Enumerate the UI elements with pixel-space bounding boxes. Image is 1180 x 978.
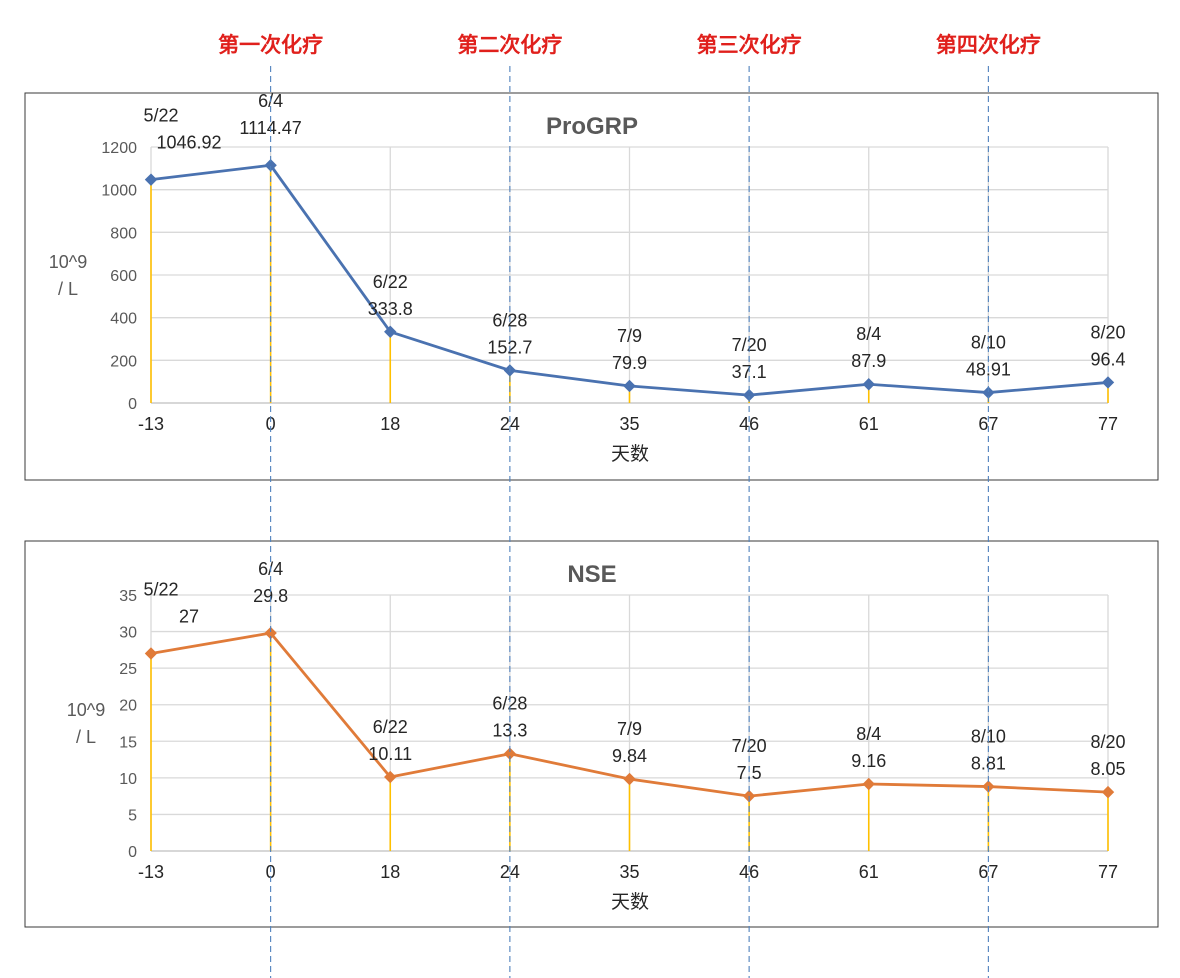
nse-date-label: 8/4 [856,724,881,744]
progrp-ytick-label: 1200 [101,140,137,157]
progrp-date-label: 8/4 [856,324,881,344]
nse-ylabel: 10^9 [67,700,105,720]
progrp-date-label: 8/10 [971,333,1006,353]
progrp-xtick-label: 0 [266,414,276,434]
progrp-ylabel: / L [58,279,78,299]
progrp-value-label: 333.8 [368,299,413,319]
progrp-xtick-label: 46 [739,414,759,434]
progrp-xtick-label: -13 [138,414,164,434]
progrp-value-label: 79.9 [612,353,647,373]
nse-value-label: 8.81 [971,754,1006,774]
nse-xtick-label: 18 [380,862,400,882]
nse-ytick-label: 5 [128,807,137,824]
nse-value-label: 7.5 [737,763,762,783]
progrp-value-label: 1046.92 [156,133,221,153]
nse-value-label: 8.05 [1090,759,1125,779]
progrp-date-label: 6/22 [373,272,408,292]
progrp-xlabel: 天数 [611,443,649,465]
nse-value-label: 9.84 [612,746,647,766]
progrp-point [384,325,397,338]
nse-ytick-label: 10 [119,771,137,788]
progrp-ytick-label: 200 [110,353,137,370]
nse-panel-frame [24,540,1159,928]
nse-date-label: 5/22 [143,580,178,600]
progrp-ytick-label: 1000 [101,183,137,200]
progrp-point [144,173,158,186]
nse-xtick-label: 77 [1098,862,1118,882]
progrp-ytick-label: 400 [110,311,137,328]
progrp-xtick-label: 77 [1098,414,1118,434]
progrp-ylabel: 10^9 [49,252,87,272]
nse-ytick-label: 25 [119,661,137,678]
progrp-value-label: 96.4 [1090,349,1125,369]
progrp-chart-title: ProGRP [546,113,638,140]
nse-ylabel: / L [76,727,96,747]
progrp-date-label: 7/9 [617,326,642,346]
nse-value-label: 10.11 [368,744,412,764]
progrp-xtick-label: 61 [859,414,879,434]
progrp-panel-frame [24,92,1159,481]
chemo-cycle-label: 第一次化疗 [218,33,323,57]
nse-xlabel: 天数 [611,891,649,913]
nse-ytick-label: 0 [128,844,137,861]
nse-point [862,777,875,791]
progrp-value-label: 37.1 [732,362,767,382]
progrp-point [862,378,875,391]
nse-date-label: 8/20 [1090,732,1125,752]
progrp-xtick-label: 18 [380,414,400,434]
nse-point [144,647,158,660]
nse-point [1101,785,1115,799]
nse-xtick-label: 35 [619,862,639,882]
nse-xtick-label: -13 [138,862,164,882]
nse-point [623,772,636,786]
nse-ytick-label: 20 [119,698,137,715]
progrp-point [623,379,636,393]
progrp-ytick-label: 600 [110,268,137,285]
progrp-point [1101,376,1115,389]
chemo-cycle-label: 第三次化疗 [697,33,802,57]
progrp-ytick-label: 0 [128,396,137,413]
progrp-xtick-label: 35 [619,414,639,434]
progrp-date-label: 8/20 [1090,322,1125,342]
progrp-date-label: 7/20 [732,335,767,355]
nse-ytick-label: 30 [119,625,137,642]
nse-date-label: 7/9 [617,719,642,739]
nse-chart-title: NSE [567,561,616,588]
progrp-date-label: 5/22 [143,106,178,126]
nse-point [384,770,397,784]
nse-xtick-label: 61 [859,862,879,882]
nse-value-label: 27 [179,607,199,627]
nse-ytick-label: 15 [119,734,137,751]
nse-date-label: 6/22 [373,717,408,737]
progrp-value-label: 87.9 [851,351,886,371]
nse-ytick-label: 35 [119,588,137,605]
chemo-cycle-label: 第二次化疗 [457,33,562,57]
nse-value-label: 9.16 [851,751,886,771]
progrp-xtick-label: 24 [500,414,520,434]
chemo-cycle-label: 第四次化疗 [936,33,1041,57]
progrp-xtick-label: 67 [978,414,998,434]
nse-date-label: 6/28 [492,694,527,714]
progrp-ytick-label: 800 [110,225,137,242]
